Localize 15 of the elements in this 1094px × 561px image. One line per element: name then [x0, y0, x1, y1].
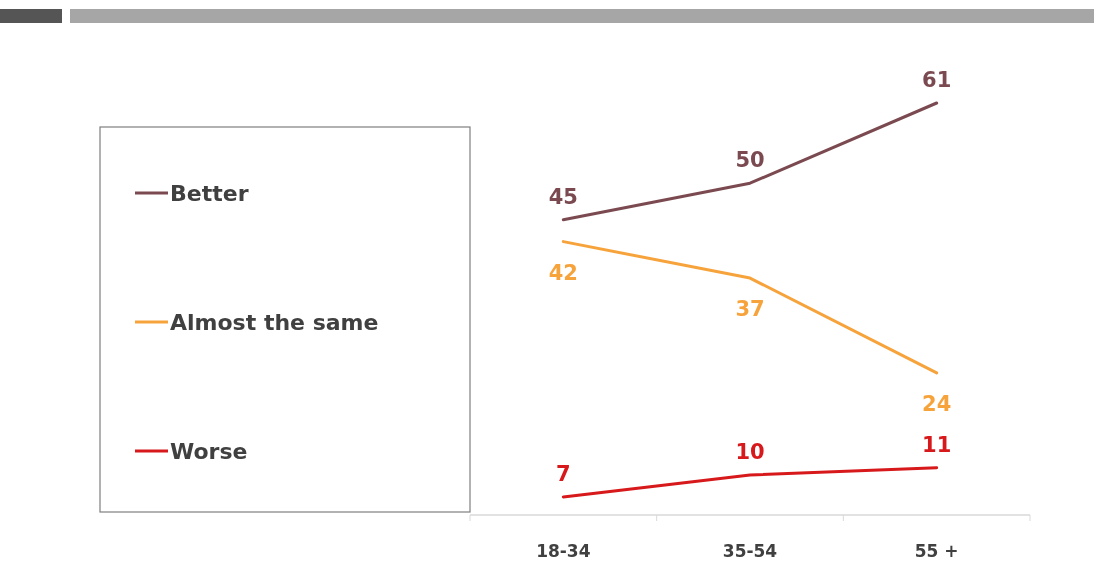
data-label: 7: [556, 461, 571, 486]
data-label: 37: [735, 297, 765, 322]
data-label: 24: [922, 391, 952, 416]
legend-label: Worse: [170, 439, 248, 464]
x-tick-label: 18-34: [536, 541, 591, 561]
data-label: 61: [922, 68, 952, 92]
data-label: 10: [735, 440, 765, 465]
data-label: 50: [735, 148, 765, 173]
data-label: 11: [922, 432, 952, 457]
legend-label: Better: [170, 181, 249, 206]
data-label: 42: [548, 260, 578, 285]
legend-label: Almost the same: [170, 310, 379, 335]
x-tick-label: 55 +: [914, 541, 959, 561]
x-tick-label: 35-54: [722, 541, 778, 561]
data-label: 45: [548, 184, 578, 209]
